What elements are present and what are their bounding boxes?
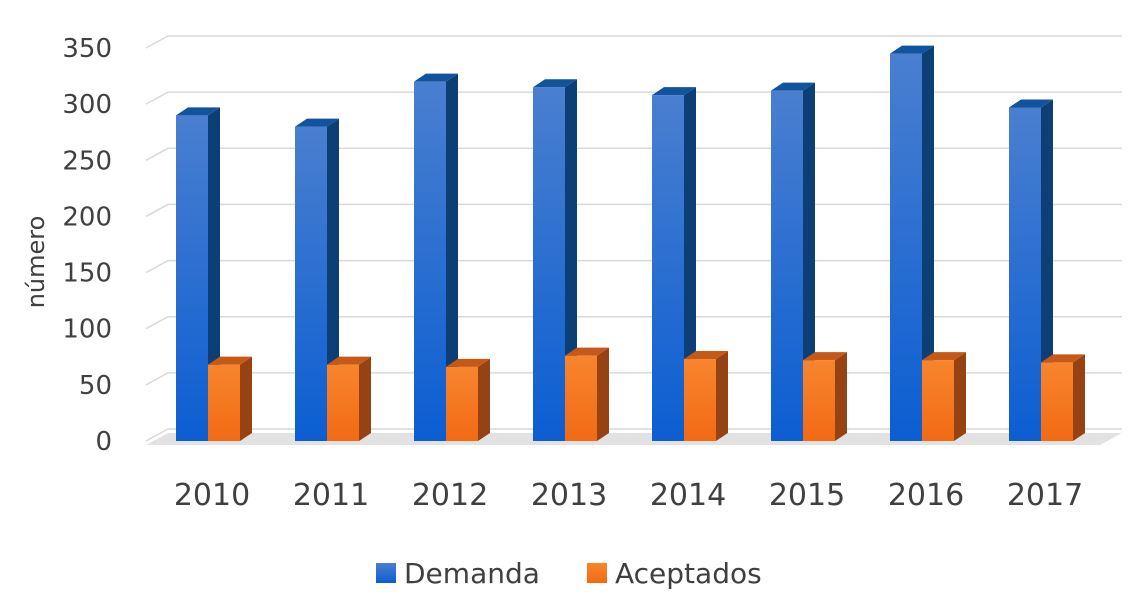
bar-demanda-2016 bbox=[890, 45, 934, 441]
y-axis-ticks: 0 50 100 150 200 250 300 350 bbox=[62, 34, 112, 457]
gridline bbox=[145, 91, 1122, 105]
bar-front bbox=[1041, 362, 1073, 441]
bar-demanda-2015 bbox=[771, 82, 815, 441]
bar-side bbox=[478, 358, 490, 441]
bar-aceptados-2017 bbox=[1041, 354, 1085, 441]
bar-side bbox=[684, 87, 696, 441]
gridline bbox=[145, 315, 1122, 330]
x-tick-label: 2016 bbox=[888, 478, 964, 513]
bar-front bbox=[533, 87, 565, 442]
y-tick-label: 350 bbox=[62, 34, 112, 64]
legend: Demanda Aceptados bbox=[376, 557, 762, 590]
bar-front bbox=[684, 359, 716, 441]
bars bbox=[176, 45, 1085, 442]
legend-item-demanda: Demanda bbox=[376, 557, 540, 590]
bar-top bbox=[565, 347, 609, 356]
x-axis-ticks: 2010 2011 2012 2013 2014 2015 2016 2017 bbox=[174, 478, 1083, 513]
bar-demanda-2010 bbox=[176, 107, 220, 441]
bar-side bbox=[835, 352, 847, 441]
gridline bbox=[145, 372, 1122, 386]
bar-front bbox=[890, 53, 922, 441]
legend-label: Aceptados bbox=[615, 557, 762, 590]
y-tick-label: 150 bbox=[62, 259, 112, 289]
bar-top bbox=[1009, 99, 1053, 108]
bar-top bbox=[803, 352, 847, 361]
gridlines bbox=[145, 35, 1122, 442]
bar-front bbox=[922, 360, 954, 441]
x-tick-label: 2017 bbox=[1007, 478, 1083, 513]
bar-front bbox=[414, 81, 446, 441]
bar-demanda-2017 bbox=[1009, 99, 1053, 442]
y-tick-label: 50 bbox=[79, 371, 112, 401]
bar-side bbox=[597, 347, 609, 441]
bar-top bbox=[652, 87, 696, 96]
bar-aceptados-2014 bbox=[684, 351, 728, 441]
bar-top bbox=[1041, 354, 1085, 363]
bar-top bbox=[922, 352, 966, 361]
bar-side bbox=[803, 82, 815, 441]
x-tick-label: 2013 bbox=[531, 478, 607, 513]
x-tick-label: 2010 bbox=[174, 478, 250, 513]
y-tick-label: 200 bbox=[62, 202, 112, 232]
bar-top bbox=[414, 73, 458, 82]
bar-aceptados-2012 bbox=[446, 358, 490, 441]
bar-aceptados-2011 bbox=[327, 356, 371, 441]
gridline bbox=[145, 147, 1122, 161]
y-tick-label: 100 bbox=[62, 315, 112, 345]
bar-aceptados-2010 bbox=[208, 356, 252, 441]
gridline bbox=[145, 203, 1122, 218]
y-tick-label: 0 bbox=[95, 427, 112, 457]
bar-top bbox=[208, 356, 252, 365]
bar-side bbox=[208, 107, 220, 441]
chart-floor bbox=[146, 433, 1122, 445]
bar-aceptados-2015 bbox=[803, 352, 847, 441]
legend-swatch bbox=[587, 563, 607, 583]
bar-front bbox=[771, 90, 803, 441]
x-tick-label: 2011 bbox=[293, 478, 369, 513]
bar-front bbox=[652, 95, 684, 441]
bar-demanda-2012 bbox=[414, 73, 458, 441]
gridline bbox=[145, 259, 1122, 274]
bar-front bbox=[176, 115, 208, 441]
legend-label: Demanda bbox=[404, 557, 540, 590]
legend-swatch bbox=[376, 563, 396, 583]
bar-top bbox=[533, 79, 577, 88]
bar-top bbox=[327, 356, 371, 365]
bar-front bbox=[803, 360, 835, 441]
bar-side bbox=[954, 352, 966, 441]
bar-front bbox=[295, 126, 327, 441]
gridline bbox=[145, 35, 1122, 49]
x-tick-label: 2012 bbox=[412, 478, 488, 513]
bar-aceptados-2013 bbox=[565, 347, 609, 441]
y-axis-title: número bbox=[22, 216, 50, 309]
floor-plane bbox=[146, 433, 1122, 445]
bar-front bbox=[208, 364, 240, 441]
x-tick-label: 2014 bbox=[650, 478, 726, 513]
bar-top bbox=[890, 45, 934, 54]
bar-demanda-2014 bbox=[652, 87, 696, 441]
bar-front bbox=[1009, 107, 1041, 442]
bar-front bbox=[446, 366, 478, 441]
legend-item-aceptados: Aceptados bbox=[587, 557, 762, 590]
bar-top bbox=[295, 118, 339, 127]
bar-top bbox=[771, 82, 815, 91]
bar-side bbox=[922, 45, 934, 441]
bar-side bbox=[1073, 354, 1085, 441]
bar-top bbox=[684, 351, 728, 360]
x-tick-label: 2015 bbox=[769, 478, 845, 513]
bar-side bbox=[359, 356, 371, 441]
bar-top bbox=[446, 358, 490, 367]
y-tick-label: 300 bbox=[62, 90, 112, 120]
bar-aceptados-2016 bbox=[922, 352, 966, 441]
bar-side bbox=[716, 351, 728, 441]
bar-front bbox=[565, 355, 597, 441]
bar-side bbox=[240, 356, 252, 441]
bar-side bbox=[446, 73, 458, 441]
bar-side bbox=[1041, 99, 1053, 442]
y-tick-label: 250 bbox=[62, 146, 112, 176]
bar-top bbox=[176, 107, 220, 116]
bar-front bbox=[327, 364, 359, 441]
